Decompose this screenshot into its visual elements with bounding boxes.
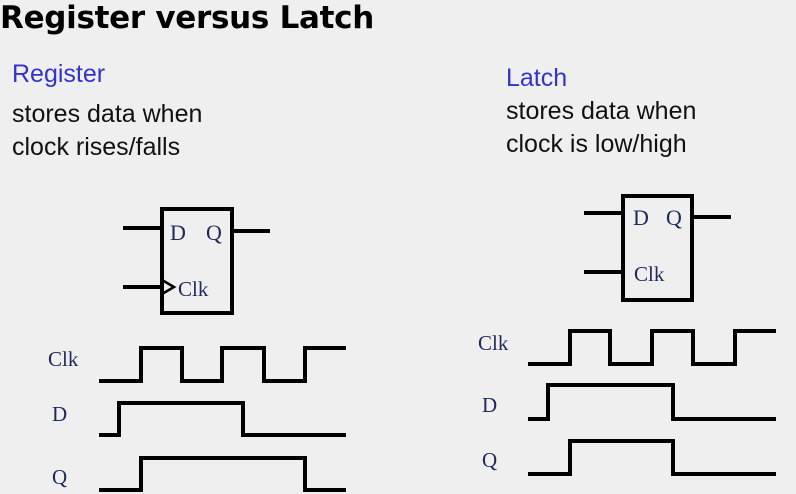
register-desc-line1: stores data when (12, 100, 203, 128)
latch-symbol-d-label: D (633, 205, 649, 230)
latch-symbol-q-label: Q (666, 205, 682, 230)
latch-timing-clk-label: Clk (478, 331, 509, 355)
latch-timing-q-label: Q (482, 448, 497, 472)
register-description: stores data when clock rises/falls (12, 98, 202, 164)
latch-symbol-clk-label: Clk (634, 262, 665, 286)
latch-symbol-box (621, 194, 694, 302)
register-d-waveform (99, 401, 346, 437)
register-symbol-clk-label: Clk (178, 277, 209, 301)
register-symbol-box (160, 207, 234, 315)
latch-heading: Latch (506, 64, 568, 92)
register-heading: Register (12, 60, 106, 88)
latch-d-waveform (528, 383, 776, 421)
register-timing-q-label: Q (52, 465, 67, 489)
register-desc-line2: clock rises/falls (12, 133, 181, 161)
latch-timing-d-label: D (482, 393, 497, 417)
latch-desc-line1: stores data when (506, 97, 697, 125)
latch-desc-line2: clock is low/high (506, 130, 687, 158)
register-timing-clk-label: Clk (48, 347, 79, 371)
register-symbol-d-label: D (170, 220, 186, 245)
register-clk-waveform (99, 346, 346, 383)
latch-description: stores data when clock is low/high (506, 95, 696, 161)
latch-q-waveform (528, 439, 776, 476)
page-title: Register versus Latch (0, 0, 375, 36)
register-q-waveform (99, 456, 346, 492)
latch-clk-waveform (528, 329, 776, 366)
register-timing-d-label: D (52, 402, 67, 426)
register-symbol-q-label: Q (206, 220, 222, 245)
register-clock-edge-marker (161, 278, 177, 296)
